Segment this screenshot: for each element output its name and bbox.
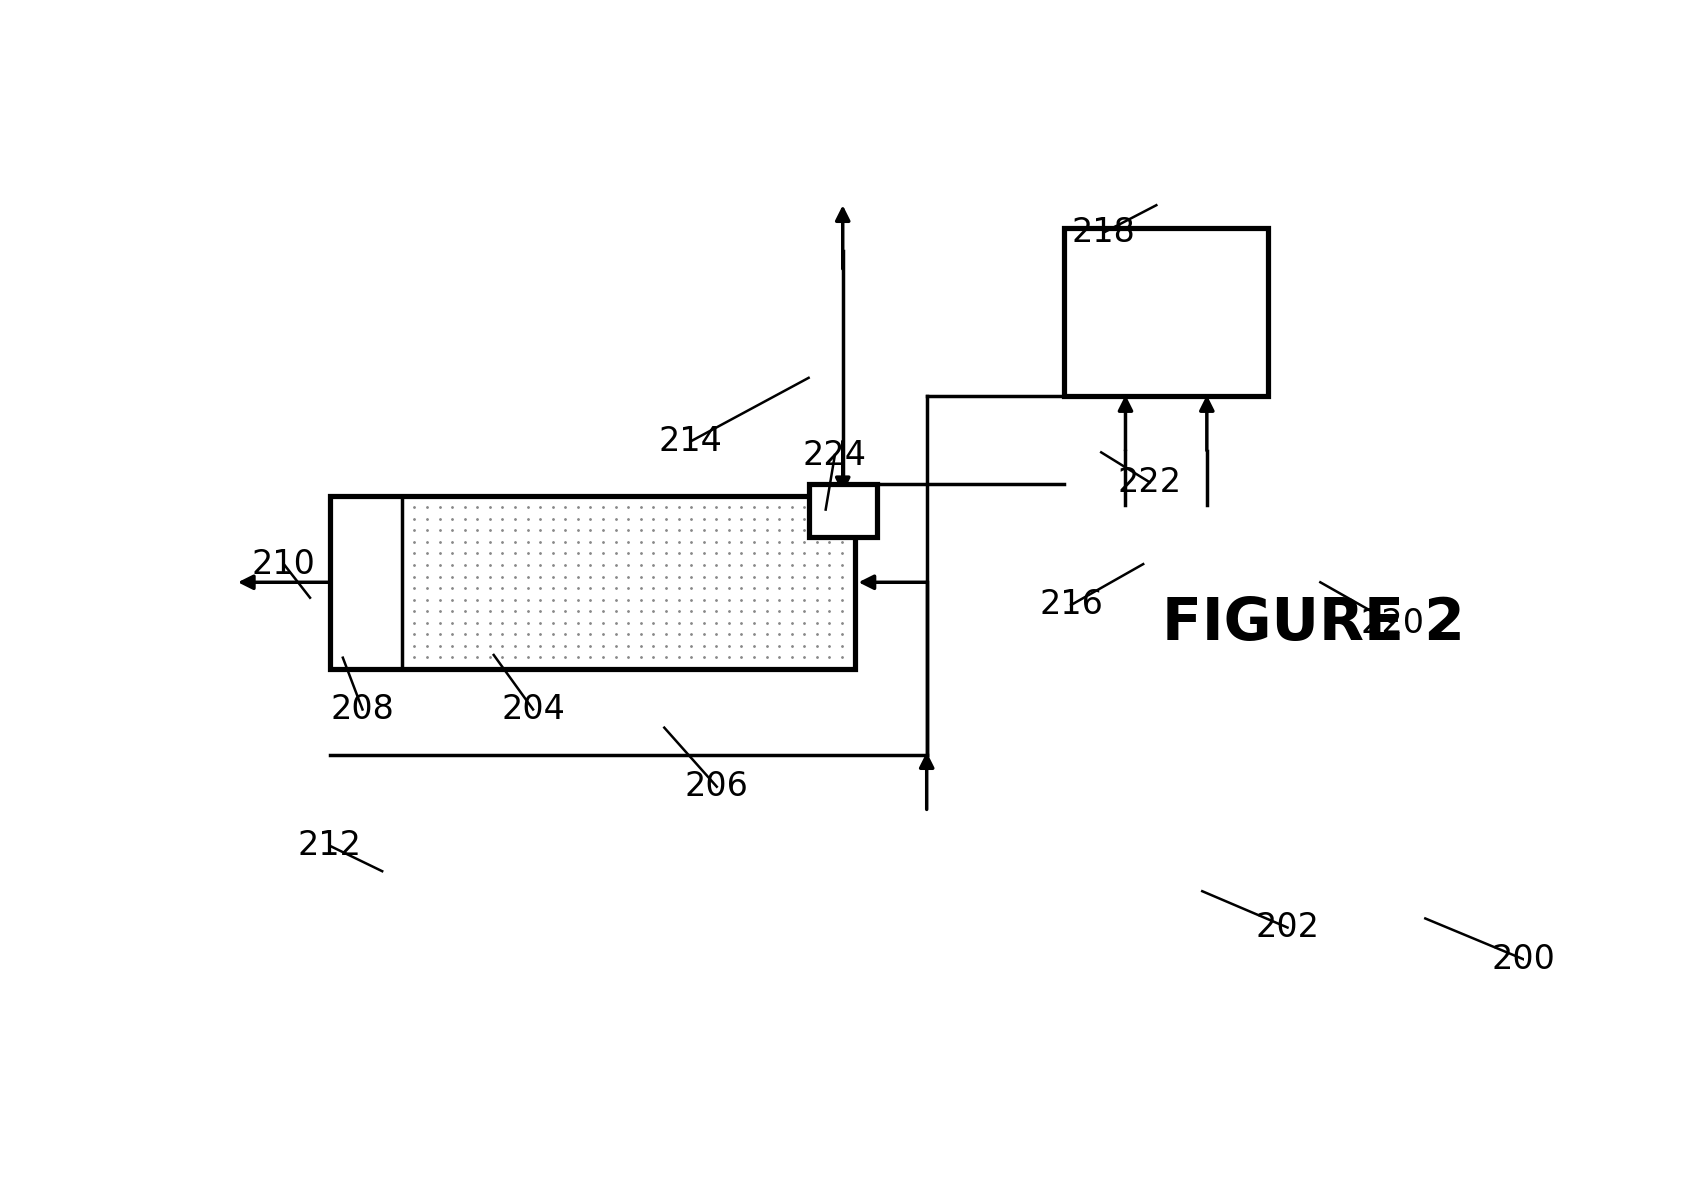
Bar [330, 496, 855, 669]
Text: 212: 212 [298, 830, 362, 863]
Text: 224: 224 [802, 439, 867, 472]
Text: 204: 204 [501, 693, 565, 726]
Bar [330, 496, 401, 669]
Text: 202: 202 [1256, 911, 1319, 944]
Text: 206: 206 [686, 771, 748, 804]
Text: 222: 222 [1117, 466, 1182, 499]
Text: 218: 218 [1072, 216, 1136, 249]
Bar [809, 484, 877, 537]
Text: 210: 210 [252, 548, 315, 581]
Text: 214: 214 [659, 425, 723, 458]
Text: FIGURE 2: FIGURE 2 [1163, 595, 1464, 651]
Text: 216: 216 [1040, 589, 1102, 622]
Text: 220: 220 [1361, 607, 1424, 640]
Text: 200: 200 [1492, 943, 1556, 976]
Text: 208: 208 [330, 693, 394, 726]
Bar [1065, 228, 1268, 396]
